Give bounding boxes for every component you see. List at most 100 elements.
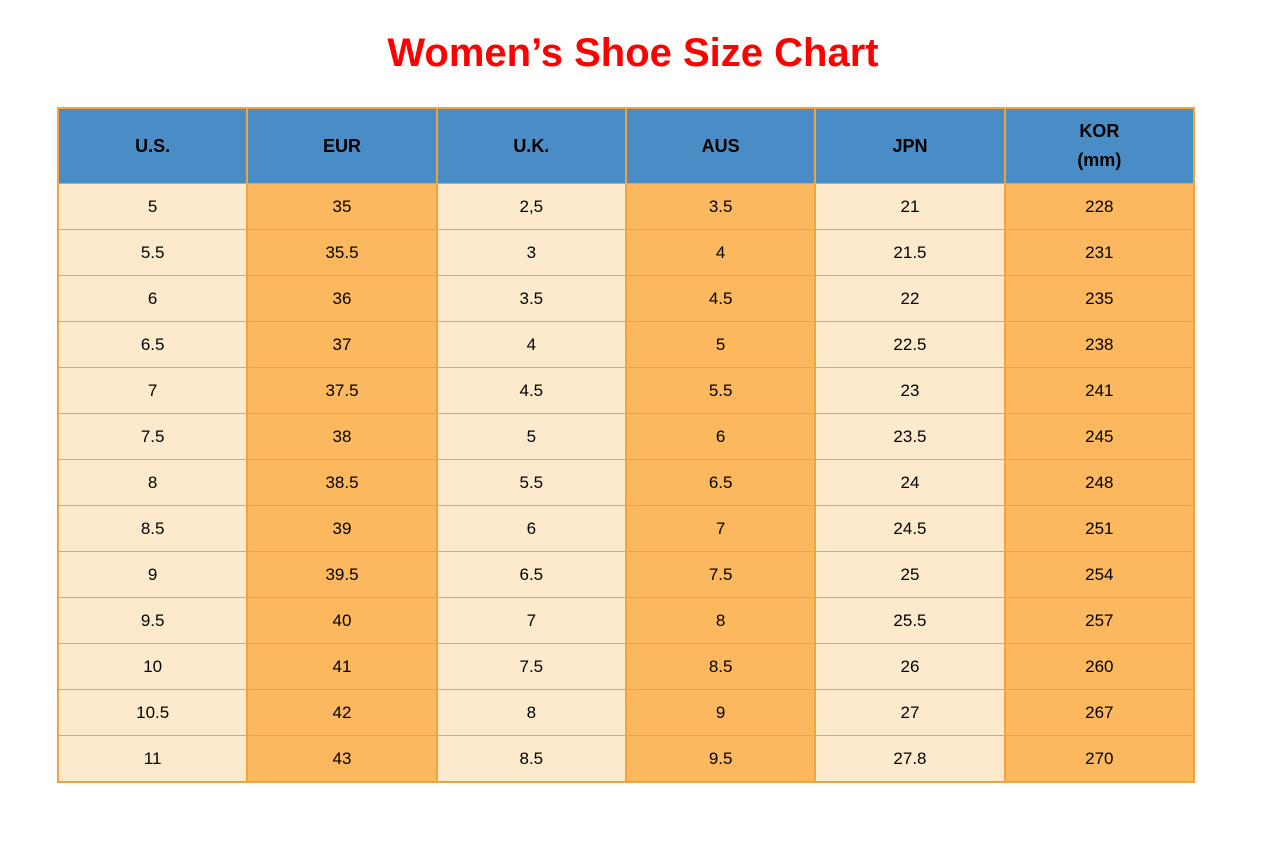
table-cell: 6: [624, 413, 817, 460]
table-cell: 4.5: [435, 367, 627, 414]
table-cell: 9: [56, 551, 249, 598]
table-cell: 21.5: [814, 229, 1006, 276]
table-cell: 248: [1003, 459, 1196, 506]
table-cell: 6: [435, 505, 627, 552]
table-cell: 7.5: [624, 551, 817, 598]
table-cell: 41: [246, 643, 438, 690]
table-cell: 9.5: [56, 597, 249, 644]
table-cell: 23.5: [814, 413, 1006, 460]
table-cell: 270: [1003, 735, 1196, 783]
table-cell: 228: [1003, 183, 1196, 230]
table-cell: 238: [1003, 321, 1196, 368]
table-cell: 6.5: [624, 459, 817, 506]
table-cell: 40: [246, 597, 438, 644]
column-header-us: U.S.: [56, 107, 249, 184]
table-cell: 22: [814, 275, 1006, 322]
table-row: 9.5 40 7 8 25.5 257: [56, 597, 1196, 644]
table-cell: 2,5: [435, 183, 627, 230]
table-cell: 254: [1003, 551, 1196, 598]
table-cell: 25: [814, 551, 1006, 598]
table-cell: 35.5: [246, 229, 438, 276]
table-row: 10.5 42 8 9 27 267: [56, 689, 1196, 736]
table-cell: 38.5: [246, 459, 438, 506]
table-cell: 5.5: [56, 229, 249, 276]
table-cell: 7: [624, 505, 817, 552]
table-row: 11 43 8.5 9.5 27.8 270: [56, 735, 1196, 783]
table-row: 6 36 3.5 4.5 22 235: [56, 275, 1196, 322]
table-cell: 7: [435, 597, 627, 644]
table-cell: 39: [246, 505, 438, 552]
table-cell: 7: [56, 367, 249, 414]
table-cell: 8: [56, 459, 249, 506]
table-cell: 257: [1003, 597, 1196, 644]
table-cell: 26: [814, 643, 1006, 690]
table-cell: 37: [246, 321, 438, 368]
table-cell: 241: [1003, 367, 1196, 414]
table-cell: 251: [1003, 505, 1196, 552]
table-cell: 245: [1003, 413, 1196, 460]
table-cell: 24.5: [814, 505, 1006, 552]
table-cell: 8.5: [435, 735, 627, 783]
table-cell: 21: [814, 183, 1006, 230]
table-cell: 27: [814, 689, 1006, 736]
size-chart-table: U.S. EUR U.K. AUS JPN KOR (mm) 5 35 2,5 3.5…: [56, 107, 1196, 783]
table-cell: 8: [624, 597, 817, 644]
header-row: U.S. EUR U.K. AUS JPN KOR (mm): [56, 107, 1196, 184]
table-cell: 8: [435, 689, 627, 736]
table-cell: 8.5: [624, 643, 817, 690]
table-cell: 8.5: [56, 505, 249, 552]
table-row: 8.5 39 6 7 24.5 251: [56, 505, 1196, 552]
table-cell: 11: [56, 735, 249, 783]
column-header-eur: EUR: [246, 107, 438, 184]
table-cell: 231: [1003, 229, 1196, 276]
table-cell: 23: [814, 367, 1006, 414]
table-cell: 3.5: [624, 183, 817, 230]
table-row: 5 35 2,5 3.5 21 228: [56, 183, 1196, 230]
column-header-kor: KOR (mm): [1003, 107, 1196, 184]
table-cell: 6.5: [435, 551, 627, 598]
table-cell: 5: [435, 413, 627, 460]
table-cell: 5: [624, 321, 817, 368]
table-cell: 4: [435, 321, 627, 368]
size-chart-container: U.S. EUR U.K. AUS JPN KOR (mm) 5 35 2,5 3.5…: [56, 107, 1196, 783]
table-cell: 10: [56, 643, 249, 690]
page-title: Women’s Shoe Size Chart: [387, 31, 879, 75]
table-cell: 10.5: [56, 689, 249, 736]
table-cell: 42: [246, 689, 438, 736]
table-cell: 9.5: [624, 735, 817, 783]
table-cell: 5: [56, 183, 249, 230]
table-cell: 3: [435, 229, 627, 276]
table-row: 10 41 7.5 8.5 26 260: [56, 643, 1196, 690]
column-header-jpn: JPN: [814, 107, 1006, 184]
table-row: 8 38.5 5.5 6.5 24 248: [56, 459, 1196, 506]
table-body: 5 35 2,5 3.5 21 228 5.5 35.5 3 4 21.5 231 6 36 3.5 4.5 2…: [56, 183, 1196, 783]
table-row: 7 37.5 4.5 5.5 23 241: [56, 367, 1196, 414]
column-header-aus: AUS: [624, 107, 817, 184]
table-cell: 267: [1003, 689, 1196, 736]
table-cell: 22.5: [814, 321, 1006, 368]
table-cell: 6: [56, 275, 249, 322]
table-cell: 3.5: [435, 275, 627, 322]
table-cell: 260: [1003, 643, 1196, 690]
table-cell: 25.5: [814, 597, 1006, 644]
table-cell: 27.8: [814, 735, 1006, 783]
table-cell: 36: [246, 275, 438, 322]
column-header-uk: U.K.: [435, 107, 627, 184]
table-cell: 43: [246, 735, 438, 783]
table-cell: 37.5: [246, 367, 438, 414]
table-cell: 4: [624, 229, 817, 276]
table-cell: 38: [246, 413, 438, 460]
table-row: 5.5 35.5 3 4 21.5 231: [56, 229, 1196, 276]
table-cell: 5.5: [435, 459, 627, 506]
table-cell: 5.5: [624, 367, 817, 414]
table-row: 6.5 37 4 5 22.5 238: [56, 321, 1196, 368]
table-row: 7.5 38 5 6 23.5 245: [56, 413, 1196, 460]
table-cell: 35: [246, 183, 438, 230]
table-cell: 7.5: [56, 413, 249, 460]
table-cell: 7.5: [435, 643, 627, 690]
table-cell: 6.5: [56, 321, 249, 368]
table-cell: 24: [814, 459, 1006, 506]
table-cell: 39.5: [246, 551, 438, 598]
table-row: 9 39.5 6.5 7.5 25 254: [56, 551, 1196, 598]
table-cell: 235: [1003, 275, 1196, 322]
